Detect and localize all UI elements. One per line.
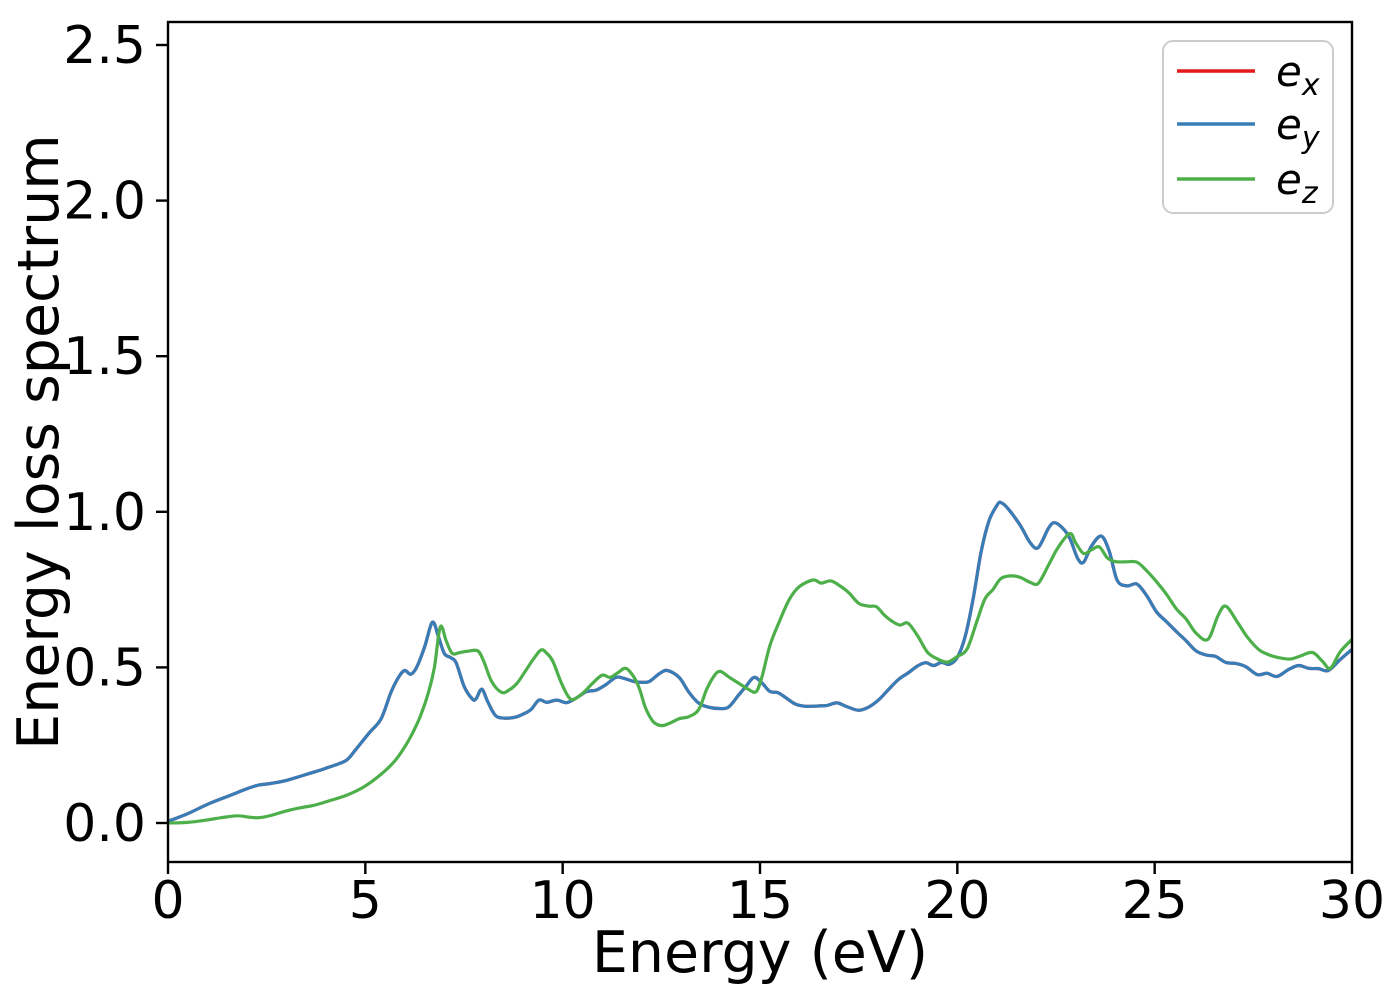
y-tick-label: 1.0 (63, 483, 146, 543)
y-tick-label: 2.5 (63, 16, 146, 76)
legend-label-ez: ez (1276, 155, 1319, 211)
x-tick-label: 0 (151, 871, 184, 931)
x-axis-label: Energy (eV) (592, 920, 928, 986)
x-tick-label: 25 (1122, 871, 1188, 931)
x-tick-label: 15 (727, 871, 793, 931)
legend-box (1162, 40, 1334, 214)
plot-area (168, 22, 1352, 862)
y-tick-label: 0.0 (63, 794, 146, 854)
y-tick-label: 2.0 (63, 172, 146, 232)
y-axis-ticks: 0.0 0.5 1.0 1.5 2.0 2.5 (63, 16, 168, 854)
curve-e_y (168, 500, 1352, 823)
legend-label-ey: ey (1276, 100, 1321, 156)
x-axis-ticks: 0 5 10 15 20 25 30 (151, 862, 1385, 931)
x-tick-label: 5 (349, 871, 382, 931)
x-tick-label: 30 (1319, 871, 1385, 931)
y-axis-label: Energy loss spectrum (6, 134, 72, 750)
x-tick-label: 20 (924, 871, 990, 931)
curve-e_z (168, 531, 1352, 825)
y-tick-label: 1.5 (63, 327, 146, 387)
curves-group (168, 500, 1352, 825)
x-tick-label: 10 (530, 871, 596, 931)
legend-label-ex: ex (1276, 47, 1320, 103)
y-tick-label: 0.5 (63, 638, 146, 698)
